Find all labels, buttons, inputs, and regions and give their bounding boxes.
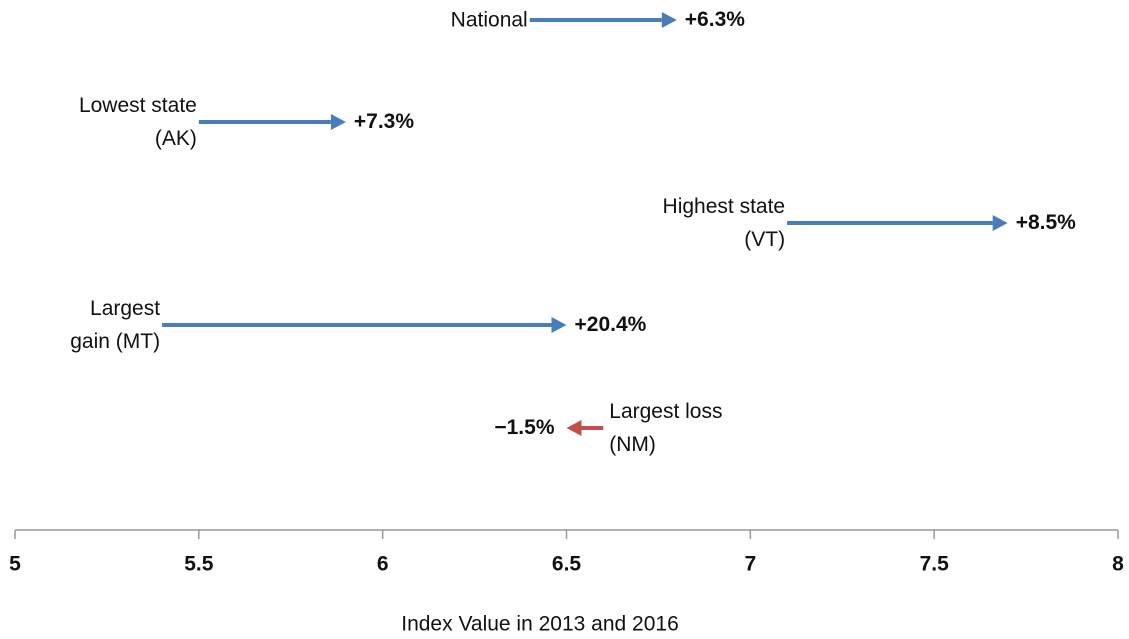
arrow-head: [661, 12, 677, 28]
change-label: +20.4%: [574, 313, 647, 336]
change-label: −1.5%: [494, 416, 555, 439]
arrow: [198, 114, 346, 130]
arrow-head: [566, 420, 582, 436]
arrow-head: [551, 317, 567, 333]
x-tick-label: 6.5: [552, 553, 582, 576]
arrow-head: [992, 215, 1008, 231]
x-tick-label: 8: [1112, 553, 1124, 576]
row-label: Largest gain (MT): [70, 297, 161, 353]
row-label: Lowest state (AK): [78, 94, 197, 150]
row-label: Largest loss (NM): [609, 400, 723, 456]
arrow: [162, 317, 567, 333]
arrow: [787, 215, 1008, 231]
row-label: Highest state (VT): [662, 195, 786, 251]
x-axis-title: Index Value in 2013 and 2016: [401, 613, 679, 636]
change-label: +6.3%: [684, 8, 745, 31]
arrow: [529, 12, 677, 28]
x-tick-label: 6: [377, 553, 389, 576]
change-label: +8.5%: [1015, 211, 1076, 234]
x-tick-label: 5.5: [184, 553, 214, 576]
x-tick-label: 7.5: [920, 553, 950, 576]
x-tick-label: 7: [744, 553, 756, 576]
change-label: +7.3%: [353, 110, 415, 133]
arrow: [566, 420, 604, 436]
row-label: National: [450, 8, 528, 32]
x-tick-label: 5: [9, 553, 21, 576]
arrow-head: [330, 114, 346, 130]
